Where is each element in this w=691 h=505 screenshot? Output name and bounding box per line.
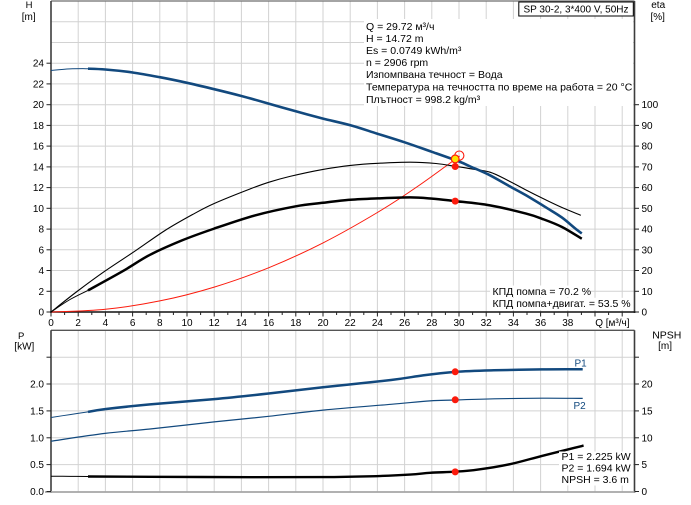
svg-text:16: 16 — [263, 318, 275, 329]
svg-text:2: 2 — [75, 318, 81, 329]
svg-text:24: 24 — [33, 59, 45, 70]
svg-text:24: 24 — [372, 318, 384, 329]
svg-text:22: 22 — [33, 79, 45, 90]
svg-text:8: 8 — [157, 318, 163, 329]
svg-text:22: 22 — [345, 318, 357, 329]
svg-text:6: 6 — [38, 245, 44, 256]
svg-text:[m]: [m] — [658, 341, 672, 352]
svg-text:30: 30 — [453, 318, 465, 329]
svg-text:18: 18 — [33, 121, 45, 132]
svg-text:38: 38 — [562, 318, 574, 329]
svg-text:[kW]: [kW] — [14, 342, 34, 353]
svg-text:Плътност = 998.2 kg/m³: Плътност = 998.2 kg/m³ — [366, 94, 481, 106]
svg-text:0.0: 0.0 — [30, 487, 44, 498]
svg-text:n = 2906 rpm: n = 2906 rpm — [366, 57, 428, 69]
svg-text:10: 10 — [642, 287, 654, 298]
svg-text:6: 6 — [130, 318, 136, 329]
svg-text:1.0: 1.0 — [30, 433, 44, 444]
svg-text:15: 15 — [642, 406, 654, 417]
svg-text:NPSH: NPSH — [652, 330, 681, 342]
svg-text:P1 = 2.225 kW: P1 = 2.225 kW — [562, 451, 631, 463]
svg-text:0: 0 — [642, 487, 648, 498]
svg-text:4: 4 — [38, 266, 44, 277]
svg-text:70: 70 — [642, 162, 654, 173]
svg-text:32: 32 — [481, 318, 493, 329]
svg-text:26: 26 — [399, 318, 411, 329]
svg-text:Q [м³/ч]: Q [м³/ч] — [595, 318, 630, 329]
svg-text:10: 10 — [33, 204, 45, 215]
svg-text:40: 40 — [642, 225, 654, 236]
svg-text:36: 36 — [535, 318, 547, 329]
svg-text:2: 2 — [38, 287, 44, 298]
svg-text:8: 8 — [38, 225, 44, 236]
svg-text:4: 4 — [103, 318, 109, 329]
svg-text:20: 20 — [317, 318, 329, 329]
svg-text:10: 10 — [181, 318, 193, 329]
svg-text:Изпомпвана течност = Вода: Изпомпвана течност = Вода — [366, 69, 503, 81]
svg-text:Q = 29.72 м³/ч: Q = 29.72 м³/ч — [366, 21, 434, 33]
svg-text:20: 20 — [642, 380, 654, 391]
svg-text:SP 30-2, 3*400 V, 50Hz: SP 30-2, 3*400 V, 50Hz — [523, 5, 628, 16]
svg-text:0: 0 — [38, 308, 44, 319]
svg-text:P1: P1 — [575, 358, 588, 369]
svg-text:28: 28 — [426, 318, 438, 329]
svg-text:NPSH = 3.6 m: NPSH = 3.6 m — [562, 474, 630, 486]
svg-text:10: 10 — [642, 433, 654, 444]
svg-text:80: 80 — [642, 142, 654, 153]
svg-text:P2 = 1.694 kW: P2 = 1.694 kW — [562, 463, 631, 475]
svg-text:14: 14 — [33, 162, 45, 173]
svg-text:0: 0 — [642, 308, 648, 319]
svg-text:1.5: 1.5 — [30, 406, 44, 417]
svg-text:12: 12 — [209, 318, 221, 329]
svg-text:30: 30 — [642, 245, 654, 256]
svg-text:КПД помпа+двигат. = 53.5 %: КПД помпа+двигат. = 53.5 % — [493, 298, 631, 310]
svg-text:50: 50 — [642, 204, 654, 215]
svg-text:14: 14 — [236, 318, 248, 329]
svg-text:Es = 0.0749 kWh/m³: Es = 0.0749 kWh/m³ — [366, 45, 462, 57]
svg-text:2.0: 2.0 — [30, 380, 44, 391]
svg-text:16: 16 — [33, 142, 45, 153]
svg-text:0: 0 — [48, 318, 54, 329]
svg-text:0.5: 0.5 — [30, 460, 44, 471]
svg-text:[m]: [m] — [22, 12, 36, 23]
svg-text:[%]: [%] — [650, 12, 665, 23]
svg-text:18: 18 — [290, 318, 302, 329]
svg-text:H: H — [26, 0, 33, 11]
svg-text:34: 34 — [508, 318, 520, 329]
svg-text:20: 20 — [642, 266, 654, 277]
svg-text:Температура на течността по вр: Температура на течността по време на раб… — [366, 82, 633, 94]
svg-text:eta: eta — [651, 0, 665, 11]
svg-text:5: 5 — [642, 460, 648, 471]
svg-text:90: 90 — [642, 121, 654, 132]
svg-text:P2: P2 — [574, 401, 587, 412]
svg-text:100: 100 — [642, 100, 659, 111]
svg-text:КПД помпа = 70.2 %: КПД помпа = 70.2 % — [493, 286, 592, 298]
svg-text:20: 20 — [33, 100, 45, 111]
svg-text:P: P — [18, 331, 24, 342]
svg-text:60: 60 — [642, 183, 654, 194]
svg-text:H = 14.72 m: H = 14.72 m — [366, 33, 424, 45]
svg-text:12: 12 — [33, 183, 45, 194]
